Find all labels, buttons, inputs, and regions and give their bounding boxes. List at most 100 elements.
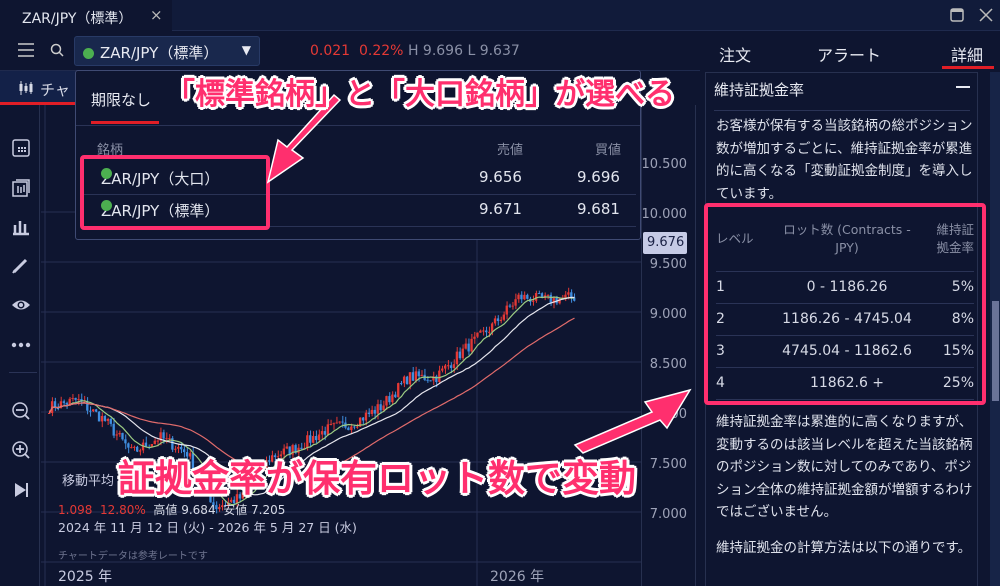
candle (420, 374, 423, 377)
candle (221, 505, 224, 508)
candle (314, 436, 318, 441)
candle (397, 383, 400, 398)
calendar-icon[interactable] (11, 138, 31, 158)
candle (338, 421, 341, 423)
candle (100, 416, 104, 422)
indicator-label[interactable]: 移動平均 (62, 474, 115, 489)
candle (370, 409, 373, 415)
symbol-dropdown: 期限なし 銘柄 売値 買値 ZAR/JPY（大口） 9.656 9.696 ZA… (75, 70, 641, 240)
tab-no-expiry[interactable]: 期限なし (91, 91, 152, 109)
candle (473, 336, 476, 339)
change-percent: 0.22% (359, 43, 404, 59)
table-cell: 4745.04 - 11862.6 (764, 335, 930, 368)
range-change-pct: 12.80% (100, 503, 146, 517)
candle (432, 376, 435, 381)
candle (241, 492, 244, 499)
indicators-icon[interactable] (11, 216, 31, 236)
candle (112, 423, 115, 436)
close-tab-icon[interactable]: × (150, 6, 163, 24)
candle (449, 365, 453, 368)
header-bid: 売値 (497, 143, 524, 158)
candle (229, 499, 233, 502)
price-chart[interactable] (41, 105, 641, 586)
candle (71, 397, 74, 399)
candle (115, 434, 118, 436)
arrow-icon (266, 93, 342, 184)
title-bar: ZAR/JPY（標準） × (0, 0, 1000, 31)
symbol-selector[interactable]: ZAR/JPY（標準） ▼ (74, 36, 260, 66)
candle (367, 412, 371, 415)
candle (197, 471, 200, 478)
search-icon[interactable] (50, 43, 64, 57)
scrollbar-thumb[interactable] (992, 301, 999, 401)
candle (203, 479, 206, 482)
candle (215, 505, 218, 510)
candle (520, 294, 523, 300)
candle (356, 426, 359, 428)
candle (411, 372, 415, 381)
candle (282, 448, 285, 455)
candle (130, 447, 133, 449)
candle (86, 401, 89, 411)
right-panel: 注文 アラート 詳細 維持証拠金率 お客様が保有する当該銘柄の総ポジション数が増… (697, 31, 1000, 586)
tab-order[interactable]: 注文 (719, 46, 752, 65)
eye-icon[interactable] (11, 295, 31, 315)
collapse-icon[interactable] (956, 86, 970, 88)
candle (206, 481, 209, 493)
zoom-out-icon[interactable] (11, 401, 31, 421)
y-tick: 9.500 (649, 257, 687, 272)
candle (174, 448, 177, 450)
range-low: 安値 7.205 (223, 503, 286, 517)
jump-to-latest-icon[interactable] (11, 480, 31, 500)
tab-alert[interactable]: アラート (817, 46, 882, 65)
candle (326, 424, 329, 435)
candle (335, 422, 338, 424)
tab-chart[interactable]: チャ (0, 71, 75, 105)
candle (279, 454, 283, 457)
candle (452, 364, 456, 368)
candle (523, 294, 526, 300)
candle (77, 399, 80, 401)
annotation-bottom: 証拠金率が保有ロット数で変動 (118, 457, 636, 500)
candle (476, 332, 479, 337)
candle (273, 455, 277, 458)
dropdown-row[interactable]: ZAR/JPY（標準） 9.671 9.681 (81, 195, 636, 227)
candle (464, 343, 467, 349)
candle (537, 293, 541, 295)
ma-short-line (48, 296, 575, 506)
candle (426, 379, 429, 381)
candle (159, 432, 162, 441)
row-ask: 9.696 (577, 168, 620, 186)
highlight-box-symbols (80, 155, 270, 230)
range-stats: 1.098 12.80% 高値 9.684 安値 7.205 (58, 503, 285, 517)
candle (382, 405, 385, 411)
candle (200, 477, 203, 480)
candle (534, 293, 538, 301)
candle (180, 446, 183, 450)
maximize-icon[interactable] (950, 8, 964, 22)
menu-icon[interactable] (18, 43, 34, 57)
quote-summary: 0.021 0.22% H 9.696 L 9.637 (310, 43, 520, 59)
chart-type-icon[interactable] (11, 178, 31, 198)
x-tick-2025: 2025 年 (58, 569, 113, 585)
candle (138, 450, 142, 452)
zoom-in-icon[interactable] (11, 440, 31, 460)
candle (136, 446, 139, 452)
candle (470, 338, 473, 352)
table-cell: 5% (930, 271, 974, 304)
close-window-icon[interactable] (979, 8, 993, 22)
more-icon[interactable] (11, 335, 31, 355)
pencil-icon[interactable] (11, 255, 31, 275)
candle (232, 499, 236, 504)
price-axis[interactable]: 10.50010.0009.5009.0008.5008.0007.5007.0… (641, 105, 696, 586)
highlight-box-table (704, 203, 986, 405)
candle (441, 368, 444, 371)
dropdown-row[interactable]: ZAR/JPY（大口） 9.656 9.696 (81, 163, 636, 195)
arrow-icon (573, 388, 692, 454)
candle (171, 438, 174, 450)
tab-details[interactable]: 詳細 (951, 46, 984, 65)
candle (405, 376, 409, 385)
window-tab[interactable]: ZAR/JPY（標準） × (0, 0, 172, 31)
candle (62, 401, 65, 403)
y-tick: 10.500 (641, 157, 688, 172)
